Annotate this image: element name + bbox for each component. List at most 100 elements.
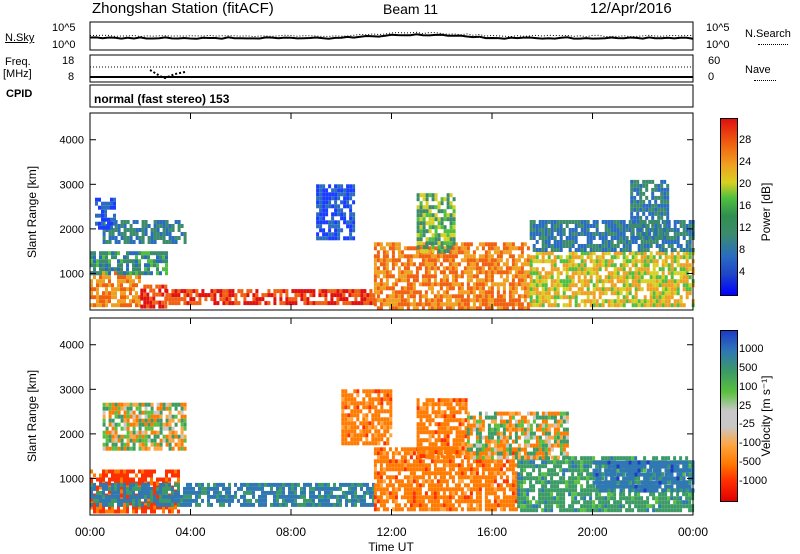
power-cells-cell xyxy=(496,290,500,295)
power-cells-cell xyxy=(613,232,617,236)
power-cells-cell xyxy=(412,274,416,279)
power-cells-cell xyxy=(93,267,96,272)
power-cells-cell xyxy=(434,233,438,238)
power-cells-cell xyxy=(622,295,626,300)
power-cells-cell xyxy=(424,278,428,283)
power-cells-cell xyxy=(547,299,551,304)
vel-cells-cell xyxy=(228,494,231,499)
vel-cells-cell xyxy=(324,494,327,499)
vel-cells-cell xyxy=(207,498,210,503)
power-cells-cell xyxy=(645,235,649,240)
power-cells-cell xyxy=(433,278,437,283)
noise-right-ytick-bottom: 10^0 xyxy=(706,39,730,51)
power-cells-cell xyxy=(526,306,530,311)
power-cells-cell xyxy=(580,283,584,288)
power-cells-cell xyxy=(676,299,680,304)
power-cells-cell xyxy=(171,293,175,298)
vel-cells-cell xyxy=(321,486,324,491)
vel-cells-cell xyxy=(449,402,453,407)
power-cells-cell xyxy=(110,225,113,230)
power-cells-cell xyxy=(630,187,634,192)
vel-cells-cell xyxy=(111,482,114,487)
power-cells-cell xyxy=(403,266,407,271)
vel-cells-cell xyxy=(373,503,377,508)
power-cells-cell xyxy=(126,236,130,240)
vel-cells-cell xyxy=(409,491,413,496)
vel-cells-cell xyxy=(403,475,407,480)
power-cells-cell xyxy=(210,289,214,294)
power-cells-cell xyxy=(666,195,670,200)
vel-cells-cell xyxy=(443,398,447,403)
vel-cells-cell xyxy=(144,446,148,451)
vel-cells-cell xyxy=(291,486,294,491)
power-cells-cell xyxy=(619,299,623,304)
vel-cells-cell xyxy=(138,502,141,507)
power-cells-cell xyxy=(316,220,320,225)
power-cells-cell xyxy=(234,297,238,302)
vel-cells-cell xyxy=(445,463,449,468)
vel-cells-cell xyxy=(454,463,458,468)
vel-cells-cell xyxy=(147,486,150,491)
vel-cells-cell xyxy=(276,482,279,487)
vel-cells-cell xyxy=(464,442,468,447)
power-cells-cell xyxy=(161,300,165,305)
power-cells-cell xyxy=(225,289,229,294)
power-cells-cell xyxy=(499,254,503,259)
power-cells-cell xyxy=(607,244,611,248)
vel-cells-cell xyxy=(416,422,420,427)
vel-cells-cell xyxy=(433,491,437,496)
power-cells-cell xyxy=(430,302,434,307)
power-cells-cell xyxy=(639,195,643,200)
power-cells-cell xyxy=(123,220,127,224)
power-cells-cell xyxy=(143,284,147,289)
power-cells-cell xyxy=(496,262,500,267)
vel-cells-cell xyxy=(171,414,175,419)
vel-cells-cell xyxy=(93,486,96,491)
power-cells-cell xyxy=(297,289,301,294)
power-cells-cell xyxy=(571,220,575,224)
power-cells-cell xyxy=(373,246,377,251)
power-cells-cell xyxy=(463,302,467,307)
noise-panel-frame xyxy=(89,21,694,51)
vel-cells-cell xyxy=(102,498,105,503)
power-cells-cell xyxy=(649,271,653,276)
power-cells-cell xyxy=(222,297,226,302)
vel-cells-cell xyxy=(153,501,156,506)
power-cells-cell xyxy=(419,205,423,210)
vel-cells-cell xyxy=(511,507,515,512)
vel-cells-cell xyxy=(174,422,178,427)
vel-cells-cell xyxy=(354,494,357,499)
vel-cells-cell xyxy=(159,402,163,407)
vel-cells-cell xyxy=(568,488,572,493)
power-cells-cell xyxy=(634,279,638,284)
vel-cells-cell xyxy=(225,494,228,499)
power-cells-cell xyxy=(553,244,557,248)
power-cells-cell xyxy=(255,301,259,306)
power-cells-cell xyxy=(138,303,141,308)
power-cells-cell xyxy=(164,300,168,305)
power-cells-cell xyxy=(325,200,329,205)
power-cells-cell xyxy=(339,297,343,302)
vel-cells-cell xyxy=(550,508,554,513)
vel-cells-cell xyxy=(111,406,115,411)
vel-cells-cell xyxy=(583,460,587,465)
vel-cells-cell xyxy=(123,418,127,423)
vel-cells-cell xyxy=(285,482,288,487)
vel-cells-cell xyxy=(541,460,545,465)
vel-cells-cell xyxy=(616,500,620,505)
power-cells-cell xyxy=(550,259,554,264)
vel-cells-cell xyxy=(449,418,453,423)
power-cells-cell xyxy=(670,287,674,292)
power-cells-cell xyxy=(96,259,99,264)
power-cells-cell xyxy=(418,254,422,259)
power-cells-cell xyxy=(481,286,485,291)
vel-cells-cell xyxy=(345,494,348,499)
power-cells-cell xyxy=(452,205,456,210)
power-cells-cell xyxy=(369,289,373,294)
vel-cells-cell xyxy=(436,479,440,484)
vel-cells-cell xyxy=(198,486,201,491)
power-cells-cell xyxy=(604,267,608,272)
power-cells-cell xyxy=(337,184,341,189)
power-cells-cell xyxy=(625,255,629,260)
power-cells-cell xyxy=(219,297,223,302)
